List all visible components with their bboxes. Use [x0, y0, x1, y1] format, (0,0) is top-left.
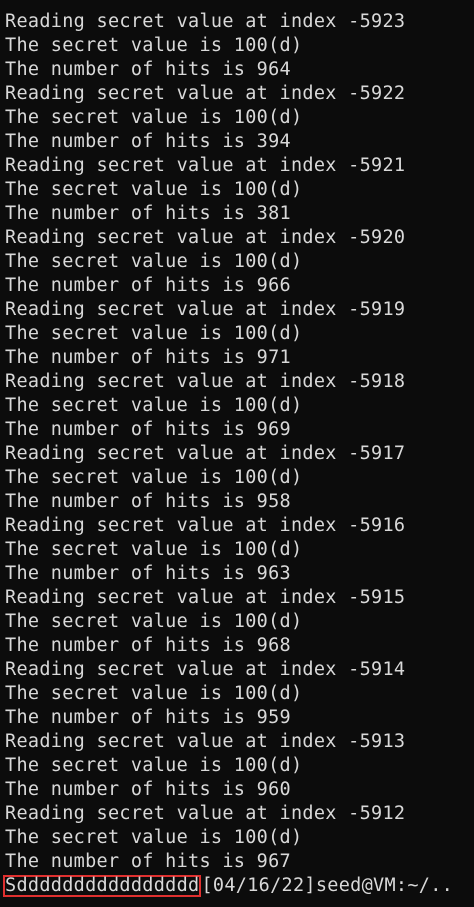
- terminal-line: The secret value is 100(d): [5, 755, 303, 776]
- terminal-line: The secret value is 100(d): [5, 107, 303, 128]
- terminal-line: The number of hits is 964: [5, 59, 291, 80]
- terminal-line: The secret value is 100(d): [5, 35, 303, 56]
- terminal-line: The secret value is 100(d): [5, 611, 303, 632]
- terminal-output: Reading secret value at index -5923 The s…: [3, 10, 454, 898]
- terminal-line: Reading secret value at index -5916: [5, 515, 406, 536]
- terminal-line: Reading secret value at index -5918: [5, 371, 406, 392]
- terminal-line: The number of hits is 968: [5, 635, 291, 656]
- shell-prompt: [04/16/22]seed@VM:~/..: [201, 875, 454, 896]
- terminal-line: The number of hits is 959: [5, 707, 291, 728]
- terminal-line: Reading secret value at index -5922: [5, 83, 406, 104]
- terminal-line: The number of hits is 394: [5, 131, 291, 152]
- terminal-line: Reading secret value at index -5913: [5, 731, 406, 752]
- terminal-line: The number of hits is 971: [5, 347, 291, 368]
- prompt-line[interactable]: Sdddddddddddddddd [04/16/22]seed@VM:~/..: [3, 874, 454, 898]
- terminal-line: The number of hits is 966: [5, 275, 291, 296]
- terminal-line: The number of hits is 967: [5, 851, 291, 872]
- terminal-line: The secret value is 100(d): [5, 683, 303, 704]
- terminal-line: The number of hits is 960: [5, 779, 291, 800]
- terminal-line: The number of hits is 381: [5, 203, 291, 224]
- terminal-line: The number of hits is 958: [5, 491, 291, 512]
- scrollbar[interactable]: [470, 0, 474, 907]
- terminal-line: Reading secret value at index -5921: [5, 155, 406, 176]
- terminal-line: The secret value is 100(d): [5, 395, 303, 416]
- terminal-line: Reading secret value at index -5920: [5, 227, 406, 248]
- terminal-line: The secret value is 100(d): [5, 827, 303, 848]
- terminal-line: The secret value is 100(d): [5, 251, 303, 272]
- terminal-line: Reading secret value at index -5917: [5, 443, 406, 464]
- terminal-line: Reading secret value at index -5912: [5, 803, 406, 824]
- terminal-line: The secret value is 100(d): [5, 323, 303, 344]
- terminal-line: The secret value is 100(d): [5, 179, 303, 200]
- terminal-line: The secret value is 100(d): [5, 539, 303, 560]
- terminal-line: Reading secret value at index -5923: [5, 11, 406, 32]
- terminal-line: The number of hits is 969: [5, 419, 291, 440]
- terminal-line: The number of hits is 963: [5, 563, 291, 584]
- terminal-line: Reading secret value at index -5914: [5, 659, 406, 680]
- terminal-line: The secret value is 100(d): [5, 467, 303, 488]
- highlighted-secret-output: Sdddddddddddddddd: [3, 875, 202, 897]
- terminal-line: Reading secret value at index -5915: [5, 587, 406, 608]
- terminal-line: Reading secret value at index -5919: [5, 299, 406, 320]
